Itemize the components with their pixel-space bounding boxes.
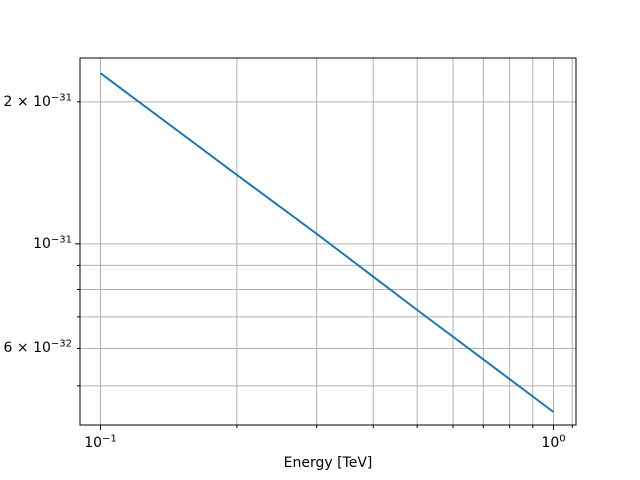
axes-spines bbox=[79, 57, 577, 426]
data-line bbox=[99, 72, 555, 413]
y-tick-label: 10−31 bbox=[33, 234, 72, 252]
x-tick-label: 100 bbox=[541, 433, 566, 451]
x-axis-label: Energy [TeV] bbox=[80, 455, 576, 471]
y-tick-label: 6 × 10−32 bbox=[3, 338, 72, 357]
y-tick-label: 2 × 10−31 bbox=[3, 92, 72, 110]
x-axis-label-text: Energy [TeV] bbox=[283, 455, 373, 471]
x-tick-label: 10−1 bbox=[84, 433, 117, 451]
